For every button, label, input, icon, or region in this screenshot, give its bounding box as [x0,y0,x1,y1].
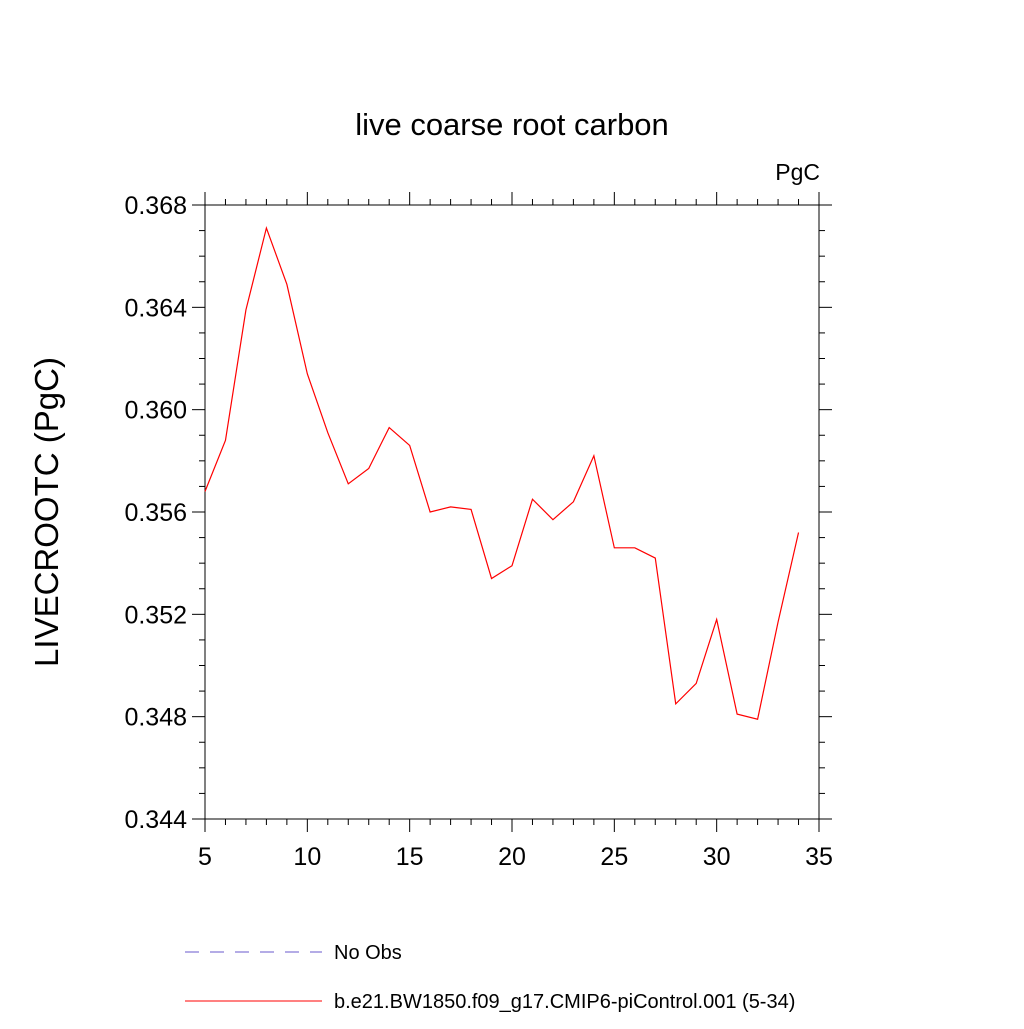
y-tick-label: 0.352 [124,601,187,629]
y-tick-label: 0.360 [124,397,187,425]
y-axis-label: LIVECROOTC (PgC) [28,357,65,667]
series-line [204,225,800,720]
x-tick-label: 5 [198,843,212,871]
series-layer [204,225,800,720]
y-tick-label: 0.356 [124,499,187,527]
legend-label: b.e21.BW1850.f09_g17.CMIP6-piControl.001… [334,991,795,1013]
axis-tick-labels: 5 10 15 20 25 30 35 0.344 0.348 0.352 0.356 0.360 0.… [124,192,832,871]
axis-ticks [192,192,832,832]
y-tick-label: 0.364 [124,294,187,322]
y-tick-label: 0.368 [124,192,187,220]
legend: No Obs b.e21.BW1850.f09_g17.CMIP6-piContr… [185,942,795,1013]
x-tick-label: 10 [293,843,321,871]
x-tick-label: 25 [600,843,628,871]
units-label: PgC [775,159,820,185]
plot-frame [204,204,820,820]
x-tick-label: 35 [805,843,833,871]
x-tick-label: 20 [498,843,526,871]
x-tick-label: 15 [396,843,424,871]
chart-title: live coarse root carbon [355,107,669,142]
y-tick-label: 0.348 [124,704,187,732]
x-tick-label: 30 [703,843,731,871]
y-tick-label: 0.344 [124,806,187,834]
legend-label: No Obs [334,942,402,964]
